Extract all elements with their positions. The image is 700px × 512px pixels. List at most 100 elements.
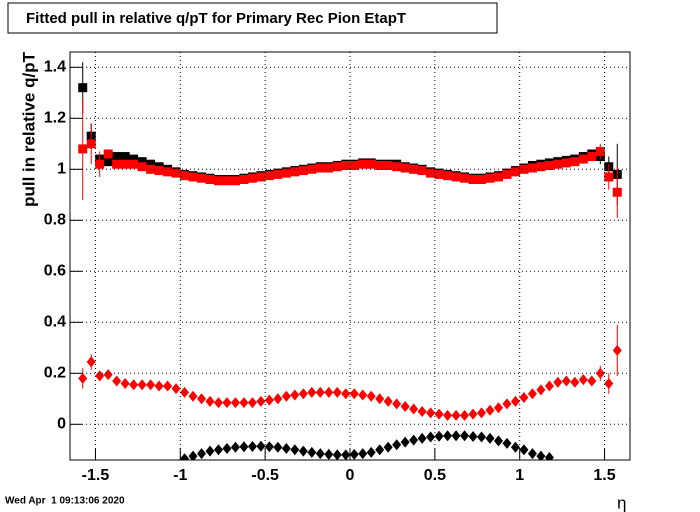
marker [180,171,190,181]
marker [205,395,215,407]
marker [264,441,274,453]
marker [180,453,190,460]
marker [222,397,232,409]
marker [587,152,597,162]
marker [307,446,317,458]
x-tick-label: 1.5 [593,467,615,484]
x-tick-label: 0 [346,467,355,484]
marker [163,167,173,177]
marker [222,443,232,455]
marker [604,172,614,182]
marker [120,378,130,389]
marker [510,167,520,177]
marker [112,375,122,387]
marker [477,431,487,443]
marker [544,380,554,392]
marker [358,448,368,460]
marker [78,83,88,93]
marker [468,431,478,443]
marker [443,171,453,181]
marker [561,375,571,387]
marker [324,163,334,173]
marker [324,448,334,460]
marker [553,376,563,388]
marker [281,443,291,455]
marker [264,171,274,181]
marker [163,380,173,392]
marker [604,378,614,389]
marker [477,175,487,184]
x-tick-label: 0.5 [424,467,446,484]
marker [434,430,444,442]
marker [451,409,461,421]
marker [222,176,232,186]
marker [120,159,130,169]
marker [536,384,546,396]
marker [595,367,605,379]
marker [502,169,512,179]
marker [290,444,300,456]
marker [485,432,495,444]
marker [332,162,342,172]
marker [383,160,393,170]
marker [273,441,283,453]
plot-area [78,62,622,460]
marker [502,437,512,449]
marker [298,388,308,400]
marker [213,397,223,409]
marker [103,149,113,159]
marker [349,388,359,400]
marker [349,160,359,170]
marker [298,445,308,457]
x-tick-label: -0.5 [251,467,279,484]
marker [510,441,520,453]
y-tick-label: 0.8 [44,212,66,229]
marker [137,379,147,391]
marker [392,162,402,172]
marker [536,162,546,172]
marker [587,375,597,387]
marker [375,444,385,456]
marker [112,152,122,162]
marker [341,449,351,460]
marker [273,169,283,179]
marker [536,450,546,460]
marker [349,448,359,460]
marker [477,407,487,419]
marker [392,398,402,410]
marker [400,400,410,412]
marker [332,386,342,398]
marker [315,448,325,460]
marker [95,159,105,169]
marker [519,164,529,174]
date-stamp: Wed Apr 1 09:13:06 2020 [5,496,125,507]
y-tick-label: 0 [57,416,66,433]
marker [527,388,537,400]
y-axis-label: pull in relative q/pT [19,51,38,207]
marker [544,160,554,170]
marker [358,389,368,401]
marker [434,169,444,179]
marker [409,403,419,415]
y-tick-label: 0.4 [44,314,66,331]
marker [493,172,503,182]
marker [612,187,622,197]
x-tick-label: -1 [173,467,187,484]
marker [256,440,266,452]
marker [307,164,317,174]
marker [247,397,257,409]
marker [197,448,207,460]
marker [451,430,461,442]
marker [213,444,223,456]
marker [264,394,274,406]
marker [417,166,427,176]
marker [247,173,257,183]
marker [561,158,571,168]
marker [519,392,529,404]
y-tick-label: 1.2 [44,110,66,127]
marker [417,406,427,418]
marker [332,449,342,460]
marker [247,440,257,452]
marker [426,407,436,419]
marker [315,163,325,173]
